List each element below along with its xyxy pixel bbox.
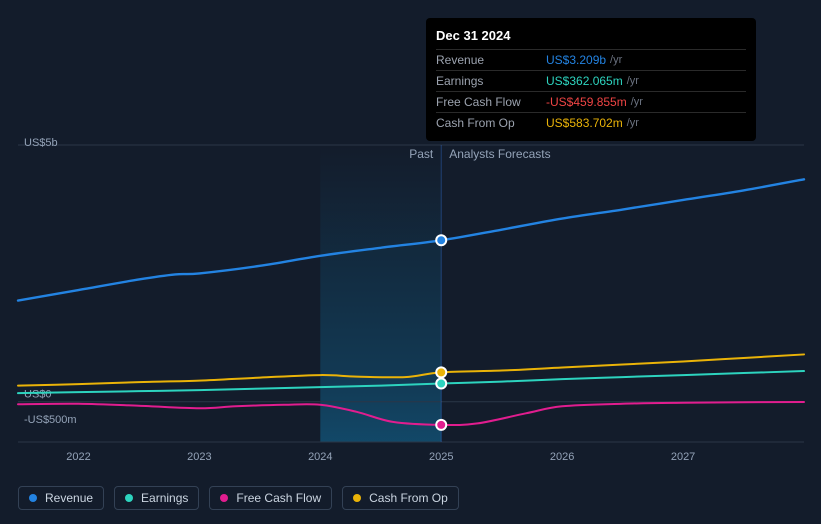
tooltip-row: EarningsUS$362.065m/yr — [436, 70, 746, 91]
hover-tooltip: Dec 31 2024 RevenueUS$3.209b/yrEarningsU… — [426, 18, 756, 141]
legend-dot-icon — [29, 494, 37, 502]
legend-dot-icon — [125, 494, 133, 502]
tooltip-row-label: Free Cash Flow — [436, 95, 546, 109]
legend-item-cash_from_op[interactable]: Cash From Op — [342, 486, 459, 510]
marker-cash_from_op — [436, 367, 446, 377]
financials-chart: US$5b US$0 -US$500m Past Analysts Forecasts 2… — [0, 0, 821, 524]
x-axis-label: 2022 — [66, 451, 90, 463]
tooltip-row-label: Earnings — [436, 74, 546, 88]
marker-earnings — [436, 379, 446, 389]
legend-label: Cash From Op — [369, 491, 448, 505]
x-axis-label: 2025 — [429, 451, 453, 463]
tooltip-row-label: Cash From Op — [436, 116, 546, 130]
legend-item-revenue[interactable]: Revenue — [18, 486, 104, 510]
legend-label: Earnings — [141, 491, 188, 505]
tooltip-row: Cash From OpUS$583.702m/yr — [436, 112, 746, 133]
tooltip-row-unit: /yr — [610, 54, 622, 66]
section-label-forecast: Analysts Forecasts — [449, 147, 550, 161]
legend-dot-icon — [353, 494, 361, 502]
tooltip-row-unit: /yr — [627, 117, 639, 129]
legend-dot-icon — [220, 494, 228, 502]
tooltip-row-value: US$362.065m — [546, 74, 623, 88]
legend-label: Revenue — [45, 491, 93, 505]
x-axis-label: 2023 — [187, 451, 211, 463]
chart-legend: Revenue Earnings Free Cash Flow Cash From O… — [18, 486, 459, 510]
tooltip-row-value: US$583.702m — [546, 116, 623, 130]
tooltip-row-unit: /yr — [627, 75, 639, 87]
highlight-band — [320, 145, 441, 442]
tooltip-row-value: -US$459.855m — [546, 95, 627, 109]
tooltip-title: Dec 31 2024 — [436, 26, 746, 49]
legend-item-free_cash_flow[interactable]: Free Cash Flow — [209, 486, 332, 510]
x-axis-label: 2024 — [308, 451, 332, 463]
legend-item-earnings[interactable]: Earnings — [114, 486, 199, 510]
marker-revenue — [436, 235, 446, 245]
tooltip-row-value: US$3.209b — [546, 53, 606, 67]
tooltip-row: RevenueUS$3.209b/yr — [436, 49, 746, 70]
x-axis-label: 2027 — [671, 451, 695, 463]
tooltip-row-unit: /yr — [631, 96, 643, 108]
legend-label: Free Cash Flow — [236, 491, 321, 505]
section-label-past: Past — [409, 147, 434, 161]
tooltip-row-label: Revenue — [436, 53, 546, 67]
y-axis-label: US$0 — [24, 389, 52, 401]
x-axis-label: 2026 — [550, 451, 574, 463]
marker-free_cash_flow — [436, 420, 446, 430]
y-axis-label: -US$500m — [24, 414, 77, 426]
tooltip-row: Free Cash Flow-US$459.855m/yr — [436, 91, 746, 112]
y-axis-label: US$5b — [24, 137, 58, 149]
